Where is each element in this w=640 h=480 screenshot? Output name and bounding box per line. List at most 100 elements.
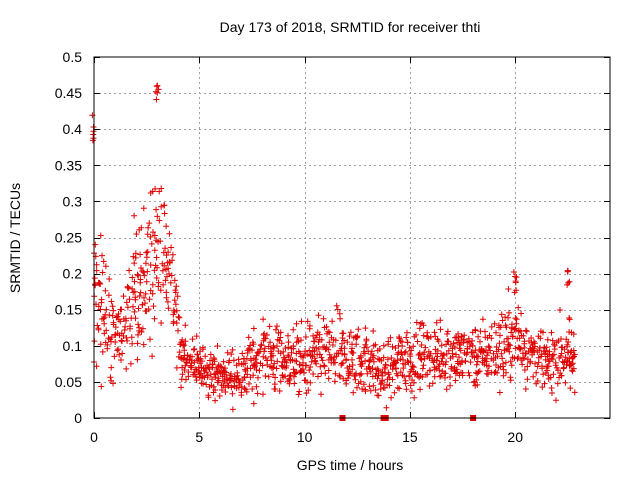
data-point <box>467 359 474 366</box>
data-point <box>172 301 179 308</box>
data-point <box>339 360 346 366</box>
data-point <box>118 357 124 363</box>
data-point <box>283 359 290 366</box>
data-point <box>143 249 150 256</box>
data-point <box>198 358 205 365</box>
data-point <box>403 334 410 341</box>
data-point <box>323 323 330 330</box>
data-point <box>217 363 224 370</box>
data-point <box>282 345 289 352</box>
data-point <box>188 364 195 371</box>
data-point <box>372 387 379 393</box>
data-point <box>372 341 379 348</box>
data-point <box>518 310 525 317</box>
data-point <box>290 343 297 349</box>
data-point <box>268 357 275 364</box>
data-point <box>551 342 558 349</box>
data-point <box>288 349 295 356</box>
data-point <box>383 404 390 411</box>
data-point <box>245 334 252 341</box>
data-point <box>553 397 559 404</box>
data-point <box>129 340 136 347</box>
data-point <box>443 386 450 393</box>
data-point <box>523 328 530 335</box>
data-point <box>294 334 301 341</box>
data-point <box>159 267 166 274</box>
data-point <box>310 371 317 377</box>
data-point <box>447 374 453 380</box>
data-point <box>564 341 571 348</box>
data-point <box>399 343 406 349</box>
data-point <box>137 289 144 296</box>
data-point <box>293 320 300 327</box>
data-point <box>126 296 133 303</box>
data-point <box>562 379 569 386</box>
data-point <box>332 359 339 366</box>
data-point <box>189 336 196 343</box>
data-point <box>272 386 279 392</box>
data-point <box>285 332 291 339</box>
data-point <box>117 318 124 325</box>
data-point <box>474 358 481 365</box>
data-point <box>547 374 554 381</box>
data-point <box>109 303 116 310</box>
data-point <box>437 373 443 380</box>
data-point <box>369 365 376 372</box>
data-point <box>173 307 180 314</box>
data-point <box>206 366 213 373</box>
data-point <box>105 292 112 299</box>
data-point <box>252 356 259 363</box>
axis-ticks <box>94 57 610 419</box>
data-point <box>286 377 293 383</box>
data-point <box>290 326 297 333</box>
data-point <box>135 272 142 279</box>
data-point <box>110 307 117 314</box>
data-point <box>500 360 507 367</box>
data-point <box>230 357 237 364</box>
data-point <box>210 355 217 361</box>
data-point <box>329 318 336 325</box>
data-point <box>129 274 136 281</box>
data-point <box>512 345 519 352</box>
data-point <box>494 353 501 360</box>
data-point <box>261 330 268 337</box>
data-point <box>250 372 257 379</box>
data-point <box>161 202 168 209</box>
data-point <box>175 327 181 334</box>
data-point <box>326 351 333 358</box>
data-point <box>129 285 136 292</box>
data-point <box>502 359 509 366</box>
data-point <box>545 363 552 370</box>
data-point <box>349 362 356 368</box>
data-point <box>181 347 188 354</box>
data-point <box>403 386 410 393</box>
data-point <box>162 245 169 252</box>
data-point <box>92 241 99 248</box>
data-point <box>487 347 494 354</box>
data-point <box>451 344 458 351</box>
data-point <box>253 359 260 366</box>
data-point <box>379 378 386 385</box>
data-point <box>304 351 311 358</box>
data-point <box>262 335 269 342</box>
data-point <box>131 212 138 219</box>
data-point <box>123 317 129 324</box>
data-point <box>499 355 506 362</box>
data-point <box>459 372 466 379</box>
data-point <box>154 82 161 89</box>
data-point <box>364 370 371 377</box>
data-point <box>224 349 231 356</box>
data-point <box>153 254 160 261</box>
data-point <box>474 381 481 388</box>
data-point <box>131 260 138 267</box>
data-point <box>276 388 283 394</box>
data-point <box>214 343 221 349</box>
data-point <box>442 374 448 381</box>
data-point <box>522 350 529 357</box>
data-point <box>448 363 455 370</box>
data-point <box>337 315 344 322</box>
data-point <box>380 354 387 361</box>
data-point <box>169 257 176 264</box>
data-point <box>385 371 392 378</box>
